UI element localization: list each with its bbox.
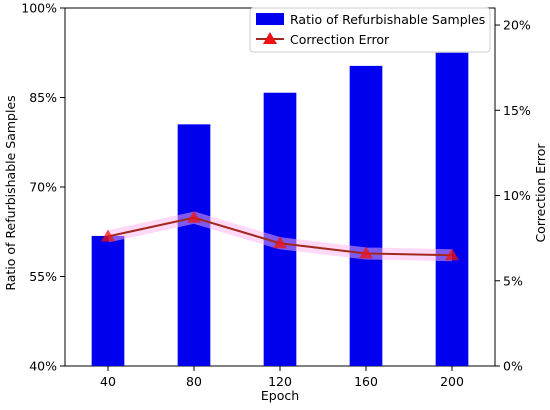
y-left-tick-label: 100% [21, 1, 57, 16]
legend-bar-label: Ratio of Refurbishable Samples [290, 12, 485, 27]
legend-line-label: Correction Error [290, 32, 390, 47]
y-left-tick-label: 40% [29, 359, 57, 374]
y-right-tick-label: 5% [503, 273, 523, 288]
line-series [101, 210, 459, 262]
legend-box [249, 7, 491, 53]
x-axis: 40 80 120 160 200 [100, 366, 464, 389]
line-point [359, 246, 373, 259]
line-point [101, 229, 115, 242]
legend-bar-swatch [256, 13, 284, 25]
line-point [187, 210, 201, 223]
y-left-tick-label: 55% [29, 269, 57, 284]
bar [263, 92, 297, 366]
line-point [445, 248, 459, 261]
x-tick-label: 200 [440, 374, 464, 389]
y-right-tick-label: 0% [503, 359, 523, 374]
y-axis-right: 0% 5% 10% 15% 20% [495, 18, 531, 374]
x-tick-label: 80 [186, 374, 202, 389]
bar [349, 65, 383, 367]
y-left-tick-label: 70% [29, 180, 57, 195]
y-axis-left-label: Ratio of Refurbishable Samples [3, 95, 18, 290]
y-right-tick-label: 10% [503, 188, 531, 203]
y-right-tick-label: 20% [503, 18, 531, 33]
y-right-tick-label: 15% [503, 103, 531, 118]
bar [177, 124, 211, 366]
x-axis-label: Epoch [261, 388, 299, 403]
line-point [273, 236, 287, 249]
legend: Ratio of Refurbishable Samples Correctio… [249, 7, 491, 53]
x-tick-label: 120 [268, 374, 292, 389]
bar [91, 235, 125, 366]
bar-series [91, 52, 469, 367]
legend-triangle-marker [263, 32, 277, 44]
y-axis-left: 40% 55% 70% 85% 100% [21, 1, 65, 374]
x-tick-label: 160 [354, 374, 378, 389]
y-axis-right-label: Correction Error [533, 143, 548, 243]
y-left-tick-label: 85% [29, 90, 57, 105]
bar [435, 52, 469, 366]
x-tick-label: 40 [100, 374, 116, 389]
